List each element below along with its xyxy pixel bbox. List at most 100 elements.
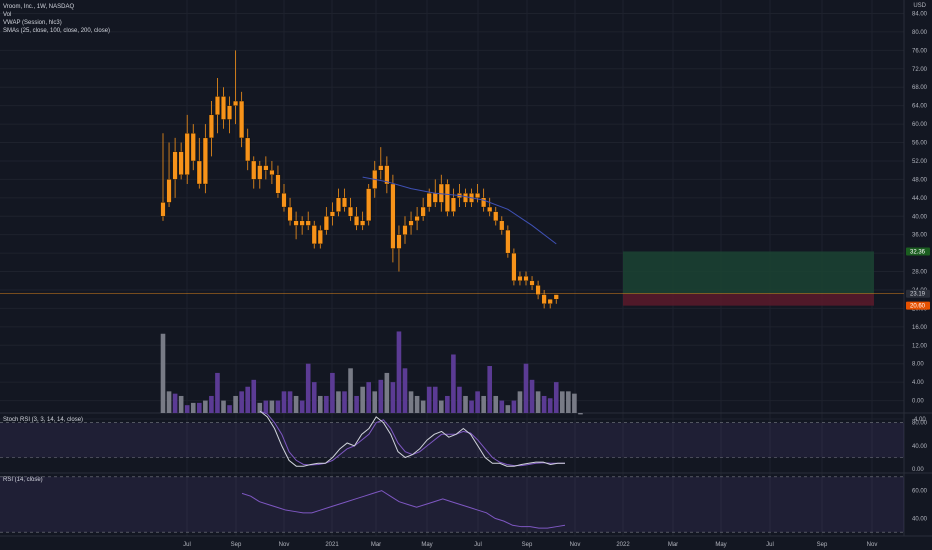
target-price-tag: 32.36 <box>910 249 926 255</box>
price-tick-label: 0.00 <box>912 399 924 405</box>
candle <box>293 211 299 240</box>
volume-bar <box>384 372 390 413</box>
candle-body <box>535 285 541 295</box>
legend-smas: SMAs (25, close, 100, close, 200, close) <box>3 28 111 34</box>
volume-bar <box>481 395 486 413</box>
candle-body <box>196 160 202 185</box>
candle <box>378 147 384 180</box>
candle <box>172 137 178 198</box>
candle <box>269 160 275 184</box>
candle <box>487 197 493 217</box>
candle <box>541 289 547 309</box>
candle <box>329 202 335 226</box>
candle-body <box>475 193 481 198</box>
legend-rsi: RSI (14, close) <box>3 477 43 483</box>
time-tick-label: Jul <box>474 542 482 548</box>
price-tick-label: 8.00 <box>912 362 924 368</box>
candle-body <box>190 133 196 162</box>
candle-body <box>487 206 493 212</box>
candle-body <box>335 197 341 212</box>
price-tick-label: 76.00 <box>912 48 928 54</box>
candle <box>305 211 311 231</box>
candle-body <box>233 100 239 106</box>
volume-bar <box>348 368 353 413</box>
price-tick-label: 40.00 <box>912 214 928 220</box>
volume-bar <box>360 386 365 413</box>
candle-body <box>245 137 251 162</box>
candle <box>190 124 196 171</box>
position-loss-zone <box>623 293 874 306</box>
price-axis: 84.00 80.00 76.00 72.00 68.00 64.00 60.00 56.00… <box>912 12 928 424</box>
rsi-tick-label: 40.00 <box>912 516 928 522</box>
time-tick-label: 2021 <box>325 542 339 548</box>
price-tick-label: 84.00 <box>912 12 928 18</box>
time-tick-label: Sep <box>522 542 533 548</box>
time-tick-label: May <box>715 542 726 548</box>
candle-body <box>305 220 311 226</box>
candle-body <box>360 220 366 226</box>
candle <box>553 294 559 304</box>
candle-body <box>384 165 390 185</box>
candle <box>511 248 517 286</box>
candle <box>384 156 390 194</box>
candle-body <box>493 211 499 222</box>
candle <box>214 78 220 134</box>
volume-bar <box>318 395 323 413</box>
candle-body <box>172 151 178 180</box>
candle-body <box>269 170 275 175</box>
volume-bar <box>342 391 347 413</box>
volume-bar <box>457 386 462 413</box>
volume-bar <box>432 386 438 413</box>
candle <box>311 220 317 249</box>
volume-bar <box>572 393 577 413</box>
candle <box>505 225 511 258</box>
legend-symbol: Vroom, Inc., 1W, NASDAQ <box>3 4 75 10</box>
time-axis: Jul Sep Nov 2021 Mar May Jul Sep Nov 2022 Mar May Ju… <box>183 542 877 548</box>
candle-body <box>517 276 523 281</box>
candle <box>287 197 293 226</box>
volume-bar <box>408 391 414 413</box>
candle-body <box>505 229 511 254</box>
volume-bar <box>414 395 420 413</box>
volume-bar <box>541 395 547 413</box>
volume-bar <box>469 400 474 413</box>
candle-body <box>499 220 505 231</box>
volume-bar <box>445 395 450 413</box>
volume-bar <box>203 400 208 413</box>
volume-bar <box>299 400 305 413</box>
candle-body <box>444 183 450 212</box>
volume-bar <box>160 333 166 413</box>
candle <box>529 276 535 290</box>
stoch-band-fill <box>0 422 904 458</box>
candle <box>493 207 499 226</box>
candle <box>420 197 426 221</box>
volume-bar <box>439 400 444 413</box>
candle <box>221 87 226 129</box>
rsi-tick-label: 60.00 <box>912 489 928 495</box>
candle <box>348 197 353 221</box>
volume-bar <box>263 400 269 413</box>
volume-bar <box>197 402 202 413</box>
volume-bar <box>209 395 214 413</box>
candle-body <box>408 220 414 226</box>
candle-body <box>396 234 402 249</box>
candle <box>239 91 245 148</box>
candle <box>257 160 263 189</box>
stoch-tick-label: 80.00 <box>912 421 928 427</box>
candle-body <box>348 206 353 217</box>
volume-bar <box>372 391 378 413</box>
time-tick-label: Nov <box>279 542 290 548</box>
candle <box>275 165 281 198</box>
volume-bar <box>184 405 190 413</box>
candle-body <box>178 151 184 175</box>
time-tick-label: Mar <box>371 542 381 548</box>
candle-body <box>293 220 299 226</box>
rsi-line <box>241 490 566 529</box>
candle-body <box>390 183 396 249</box>
candle-body <box>239 100 245 139</box>
volume-bar <box>553 382 559 413</box>
volume-bar <box>354 395 359 413</box>
volume-bar <box>378 379 384 413</box>
candle-body <box>311 225 317 245</box>
